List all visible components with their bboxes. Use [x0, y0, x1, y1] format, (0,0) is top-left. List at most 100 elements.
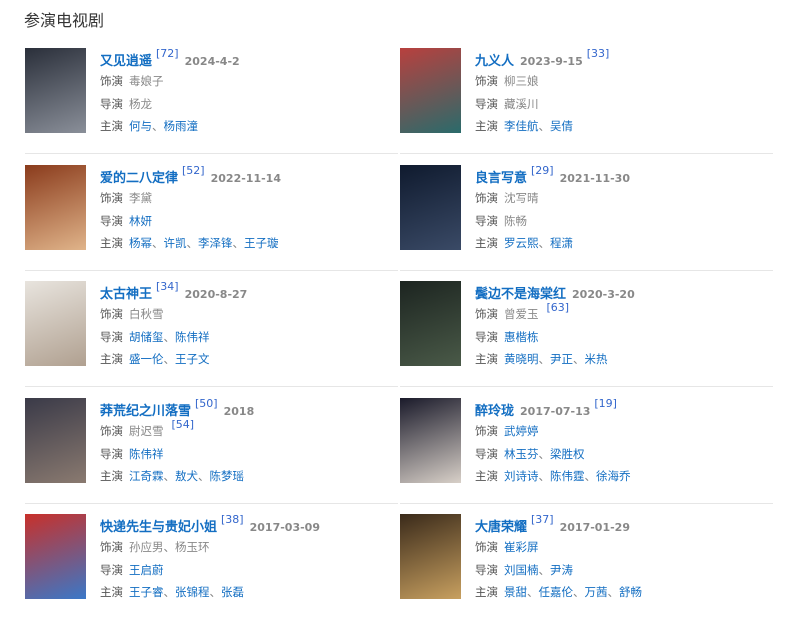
drama-item: 良言写意[29] 2021-11-30 饰演 沈写晴 导演 陈畅 主演 罗云熙、程潇	[400, 164, 774, 281]
starring-name[interactable]: 米热	[584, 352, 608, 366]
reference-link[interactable]: [50]	[195, 397, 218, 410]
starring-name[interactable]: 杨幂	[129, 236, 152, 250]
drama-item: 醉玲珑 2017-07-13[19] 饰演 武婷婷 导演 林玉芬、梁胜权 主演 刘诗诗、陈伟霆…	[400, 397, 774, 514]
starring-name[interactable]: 徐海乔	[596, 469, 631, 483]
director-label: 导演	[475, 562, 498, 577]
starring-name[interactable]: 吴倩	[550, 119, 573, 133]
title-line: 快递先生与贵妃小姐[38] 2017-03-09	[100, 513, 390, 536]
reference-link[interactable]: [19]	[594, 397, 617, 410]
role-name: 白秋雪	[129, 307, 164, 321]
drama-title[interactable]: 太古神王	[100, 287, 153, 302]
role-row: 饰演 武婷婷	[475, 420, 765, 443]
release-date: 2017-01-29	[559, 521, 630, 534]
director-name: 藏溪川	[504, 96, 539, 111]
reference-link[interactable]: [37]	[531, 513, 554, 526]
starring-name[interactable]: 盛一伦	[129, 352, 164, 366]
starring-name[interactable]: 黄晓明	[504, 352, 539, 366]
role-name: 杨玉环	[175, 540, 210, 554]
starring-name[interactable]: 王子璇	[244, 236, 279, 250]
director-name[interactable]: 刘国楠	[504, 562, 539, 577]
poster-image[interactable]	[25, 165, 86, 250]
starring-name[interactable]: 王子文	[175, 352, 210, 366]
drama-title[interactable]: 良言写意	[475, 171, 528, 186]
poster-image[interactable]	[25, 514, 86, 599]
starring-name[interactable]: 景甜	[504, 585, 527, 599]
director-name[interactable]: 尹涛	[550, 562, 573, 577]
role-name[interactable]: 崔彩屏	[504, 540, 539, 554]
starring-name[interactable]: 王子睿	[129, 585, 164, 599]
title-line: 莽荒纪之川落雪[50] 2018	[100, 397, 390, 420]
reference-link[interactable]: [54]	[171, 418, 195, 431]
director-name[interactable]: 林妍	[129, 213, 152, 228]
poster-image[interactable]	[400, 48, 461, 133]
drama-title[interactable]: 爱的二八定律	[100, 171, 179, 186]
director-name[interactable]: 陈伟祥	[129, 446, 164, 461]
drama-title[interactable]: 九义人	[475, 54, 515, 69]
starring-name[interactable]: 陈伟霆	[550, 469, 585, 483]
director-row: 导演 胡储玺、陈伟祥	[100, 326, 390, 349]
drama-title[interactable]: 又见逍遥	[100, 54, 153, 69]
drama-title[interactable]: 莽荒纪之川落雪	[100, 404, 192, 419]
reference-link[interactable]: [29]	[531, 164, 554, 177]
starring-name[interactable]: 李佳航	[504, 119, 539, 133]
drama-info: 太古神王[34]2020-8-27 饰演 白秋雪 导演 胡储玺、陈伟祥 主演 盛一伦、王子文	[100, 280, 390, 371]
starring-name[interactable]: 李泽锋	[198, 236, 233, 250]
director-name[interactable]: 陈伟祥	[175, 329, 210, 344]
separator: 、	[607, 585, 620, 599]
role-label: 饰演	[475, 191, 498, 205]
starring-name[interactable]: 罗云熙	[504, 236, 539, 250]
starring-name[interactable]: 陈梦瑶	[209, 469, 245, 483]
drama-title[interactable]: 鬓边不是海棠红	[475, 287, 567, 302]
director-name[interactable]: 林玉芬	[504, 446, 539, 461]
poster-image[interactable]	[400, 165, 461, 250]
reference-link[interactable]: [38]	[221, 513, 244, 526]
director-name[interactable]: 惠楷栋	[504, 329, 539, 344]
starring-name[interactable]: 张锦程	[175, 585, 210, 599]
poster-image[interactable]	[25, 398, 86, 483]
drama-title[interactable]: 快递先生与贵妃小姐	[100, 520, 218, 535]
starring-name[interactable]: 尹正	[550, 352, 573, 366]
reference-link[interactable]: [33]	[586, 47, 610, 60]
poster-image[interactable]	[25, 281, 86, 366]
title-line: 又见逍遥[72] 2024-4-2	[100, 47, 390, 70]
reference-link[interactable]: [34]	[156, 280, 179, 293]
reference-link[interactable]: [52]	[182, 164, 205, 177]
starring-name[interactable]: 任嘉伦	[538, 585, 574, 599]
divider	[400, 153, 773, 154]
role-name[interactable]: 武婷婷	[504, 424, 539, 438]
separator: 、	[573, 352, 585, 366]
role-row: 饰演 孙应男、杨玉环	[100, 536, 390, 559]
starring-name[interactable]: 刘诗诗	[504, 469, 539, 483]
starring-name[interactable]: 杨雨潼	[163, 119, 199, 133]
starring-name[interactable]: 张磊	[221, 585, 244, 599]
director-row: 导演 惠楷栋	[475, 326, 765, 349]
starring-name[interactable]: 江奇霖	[129, 469, 164, 483]
release-date: 2018	[223, 405, 255, 418]
separator: 、	[163, 352, 176, 366]
poster-image[interactable]	[400, 514, 461, 599]
separator: 、	[152, 119, 164, 133]
role-label: 饰演	[475, 307, 498, 321]
director-label: 导演	[475, 96, 498, 111]
starring-name[interactable]: 何与	[129, 119, 152, 133]
role-label: 饰演	[475, 424, 498, 438]
poster-image[interactable]	[400, 281, 461, 366]
director-label: 导演	[475, 329, 498, 344]
reference-link[interactable]: [63]	[546, 301, 570, 314]
drama-title[interactable]: 大唐荣耀	[475, 520, 528, 535]
drama-title[interactable]: 醉玲珑	[475, 404, 515, 419]
director-name[interactable]: 胡储玺	[129, 329, 164, 344]
starring-name[interactable]: 敖犬	[175, 469, 198, 483]
separator: 、	[232, 236, 245, 250]
poster-image[interactable]	[400, 398, 461, 483]
starring-name[interactable]: 舒畅	[619, 585, 642, 599]
poster-image[interactable]	[25, 48, 86, 133]
role-row: 饰演 崔彩屏	[475, 536, 765, 559]
reference-link[interactable]: [72]	[156, 47, 179, 60]
director-name[interactable]: 王启蔚	[129, 562, 164, 577]
director-label: 导演	[475, 213, 498, 228]
director-name[interactable]: 梁胜权	[550, 446, 585, 461]
starring-name[interactable]: 程潇	[550, 236, 573, 250]
starring-name[interactable]: 万茜	[584, 585, 608, 599]
starring-name[interactable]: 许凯	[163, 236, 187, 250]
